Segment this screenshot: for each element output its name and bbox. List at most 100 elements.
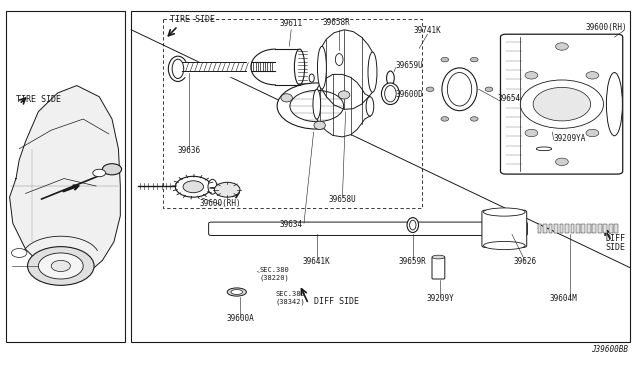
Ellipse shape [172, 59, 184, 78]
Ellipse shape [484, 241, 525, 250]
Circle shape [214, 182, 240, 197]
Text: 39604M: 39604M [549, 294, 577, 303]
Bar [604, 224, 607, 233]
Text: TIRE SIDE: TIRE SIDE [170, 15, 214, 24]
Circle shape [520, 80, 604, 128]
Ellipse shape [385, 86, 396, 102]
Text: 39600D: 39600D [396, 90, 423, 99]
Text: 39741K: 39741K [413, 26, 442, 35]
Circle shape [556, 43, 568, 50]
Text: TIRE SIDE: TIRE SIDE [16, 95, 61, 104]
Ellipse shape [366, 97, 374, 116]
FancyBboxPatch shape [539, 116, 549, 121]
Ellipse shape [314, 121, 326, 129]
Ellipse shape [335, 54, 343, 65]
Ellipse shape [432, 255, 445, 259]
Circle shape [12, 248, 27, 257]
Circle shape [441, 57, 449, 62]
Ellipse shape [317, 46, 326, 89]
Bar [598, 224, 602, 233]
Ellipse shape [447, 73, 472, 106]
Text: SEC.380: SEC.380 [259, 267, 289, 273]
Ellipse shape [442, 68, 477, 111]
Bar [609, 224, 612, 233]
Ellipse shape [227, 288, 246, 296]
Ellipse shape [607, 73, 623, 136]
Circle shape [586, 129, 599, 137]
Polygon shape [10, 86, 120, 275]
Bar [593, 224, 596, 233]
Circle shape [556, 158, 568, 166]
Text: 39659R: 39659R [399, 257, 427, 266]
Ellipse shape [339, 91, 350, 99]
Text: J39600BB: J39600BB [591, 344, 628, 353]
Bar [548, 224, 552, 233]
Text: (38342): (38342) [275, 298, 305, 305]
Text: 39658R: 39658R [322, 18, 350, 27]
Text: 39209YA: 39209YA [554, 134, 586, 143]
Ellipse shape [281, 94, 292, 102]
Circle shape [525, 71, 538, 79]
Circle shape [102, 164, 122, 175]
Circle shape [175, 176, 211, 197]
Text: 39658U: 39658U [328, 195, 356, 203]
Bar [582, 224, 586, 233]
Ellipse shape [387, 71, 394, 85]
Bar [554, 224, 558, 233]
Text: 39611: 39611 [280, 19, 303, 28]
Text: DIFF: DIFF [605, 234, 626, 243]
Circle shape [51, 260, 70, 272]
Ellipse shape [368, 52, 377, 92]
Bar [131, 11, 630, 342]
Bar [587, 224, 591, 233]
Bar [565, 224, 569, 233]
Circle shape [525, 129, 538, 137]
Text: 39641K: 39641K [303, 257, 331, 266]
Text: SEC.380: SEC.380 [275, 291, 305, 297]
Bar [570, 224, 574, 233]
FancyBboxPatch shape [209, 222, 527, 235]
Ellipse shape [536, 118, 552, 122]
Ellipse shape [208, 179, 217, 194]
Ellipse shape [313, 89, 321, 119]
Text: 39654: 39654 [498, 94, 521, 103]
Circle shape [586, 71, 599, 79]
Ellipse shape [381, 83, 399, 105]
Ellipse shape [309, 74, 314, 82]
Circle shape [441, 117, 449, 121]
Circle shape [470, 57, 478, 62]
Circle shape [183, 181, 204, 193]
FancyBboxPatch shape [536, 120, 552, 150]
Text: 39636: 39636 [177, 145, 200, 154]
Ellipse shape [333, 51, 346, 68]
Circle shape [533, 87, 591, 121]
Text: 39600A: 39600A [226, 314, 254, 323]
Bar [6, 11, 125, 342]
Text: 39659U: 39659U [396, 61, 423, 70]
Polygon shape [322, 30, 372, 109]
Bar [559, 224, 563, 233]
Ellipse shape [407, 218, 419, 232]
Bar [543, 224, 547, 233]
Ellipse shape [168, 56, 188, 81]
Ellipse shape [294, 49, 305, 85]
Ellipse shape [536, 147, 552, 151]
FancyBboxPatch shape [482, 210, 527, 247]
Ellipse shape [410, 220, 416, 230]
Circle shape [28, 247, 94, 285]
Circle shape [38, 253, 83, 279]
Bar [614, 224, 618, 233]
Text: (38220): (38220) [259, 275, 289, 281]
Bar [538, 224, 541, 233]
Ellipse shape [231, 289, 243, 295]
Text: 39600(RH): 39600(RH) [586, 23, 627, 32]
Circle shape [93, 169, 106, 177]
FancyBboxPatch shape [500, 34, 623, 174]
Circle shape [470, 117, 478, 121]
Polygon shape [317, 74, 370, 137]
Text: 39634: 39634 [280, 220, 303, 229]
Ellipse shape [484, 208, 525, 216]
Text: 39626: 39626 [513, 257, 536, 266]
Circle shape [277, 83, 356, 129]
Circle shape [426, 87, 434, 92]
